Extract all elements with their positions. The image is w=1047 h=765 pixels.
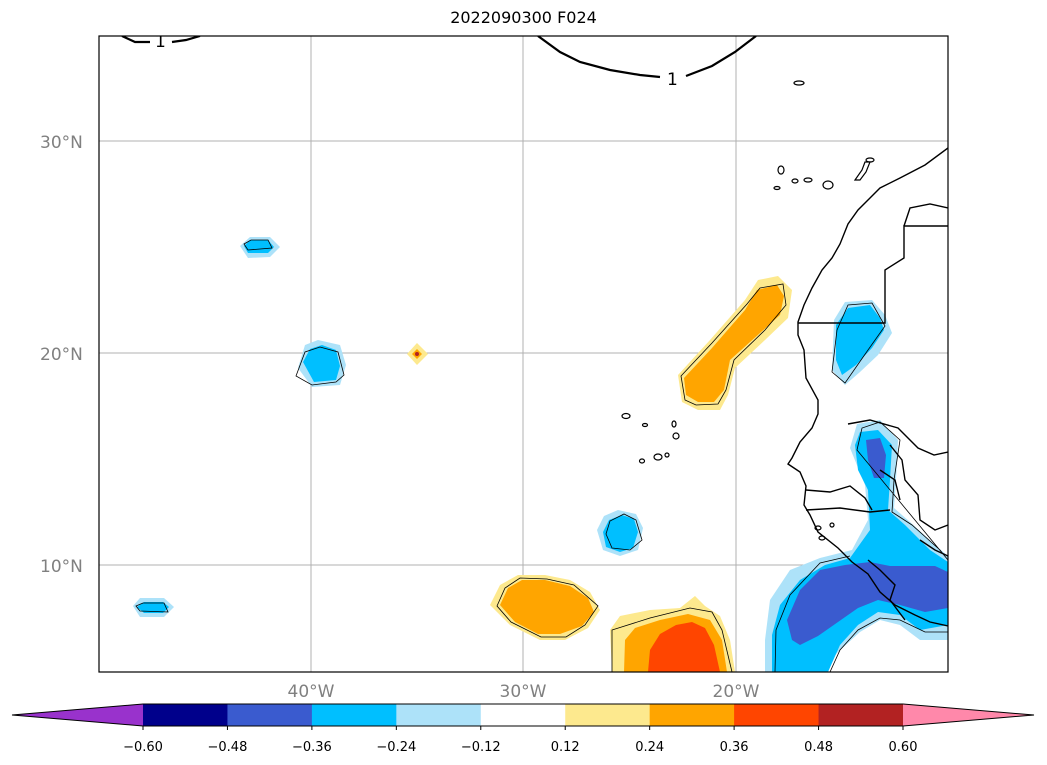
colorbar-extend-low bbox=[12, 704, 143, 726]
colorbar-tick-label: −0.36 bbox=[292, 740, 332, 755]
lat-label-20n: 20°N bbox=[40, 345, 83, 365]
lon-label-40w: 40°W bbox=[288, 682, 335, 702]
shading-orange bbox=[412, 285, 784, 672]
contour-label-left: 1 bbox=[155, 32, 166, 52]
colorbar-tick-label: −0.12 bbox=[461, 740, 501, 755]
colorbar-tick-label: 0.24 bbox=[635, 740, 664, 755]
coastlines bbox=[787, 147, 948, 627]
colorbar-cell bbox=[143, 704, 228, 726]
colorbar-extend-high bbox=[903, 704, 1034, 726]
colorbar-ticks: −0.60 −0.48 −0.36 −0.24 −0.12 0.12 0.24 0.36 0.4… bbox=[123, 726, 917, 755]
lat-label-30n: 30°N bbox=[40, 133, 83, 153]
shading-dot bbox=[415, 352, 419, 356]
colorbar-tick-label: 0.48 bbox=[804, 740, 833, 755]
map-plot-area: 1 1 bbox=[99, 32, 948, 672]
colorbar-cell bbox=[227, 704, 313, 726]
colorbar-cells bbox=[143, 704, 904, 726]
contour-label-top: 1 bbox=[667, 70, 678, 90]
shading-red bbox=[648, 622, 720, 672]
colorbar-tick-label: 0.12 bbox=[551, 740, 580, 755]
colorbar-tick-label: 0.60 bbox=[889, 740, 918, 755]
lat-label-10n: 10°N bbox=[40, 557, 83, 577]
colorbar-cell bbox=[480, 704, 566, 726]
colorbar-tick-label: −0.60 bbox=[123, 740, 163, 755]
colorbar-tick-label: 0.36 bbox=[720, 740, 749, 755]
shading-dark-blue bbox=[787, 438, 948, 645]
colorbar-cell bbox=[565, 704, 651, 726]
colorbar-cell bbox=[649, 704, 735, 726]
lon-label-20w: 20°W bbox=[713, 682, 760, 702]
lon-label-30w: 30°W bbox=[500, 682, 547, 702]
colorbar-tick-label: −0.48 bbox=[208, 740, 248, 755]
colorbar-cell bbox=[818, 704, 904, 726]
colorbar-cell bbox=[734, 704, 820, 726]
colorbar-cell bbox=[396, 704, 482, 726]
colorbar: −0.60 −0.48 −0.36 −0.24 −0.12 0.12 0.24 0.36 0.4… bbox=[11, 703, 1035, 755]
thick-contour bbox=[121, 36, 757, 79]
map-frame bbox=[98, 35, 949, 673]
colorbar-tick-label: −0.24 bbox=[376, 740, 416, 755]
islands bbox=[621, 80, 875, 541]
map-title: 2022090300 F024 bbox=[450, 8, 597, 27]
thin-contours bbox=[135, 239, 948, 672]
colorbar-cell bbox=[311, 704, 397, 726]
